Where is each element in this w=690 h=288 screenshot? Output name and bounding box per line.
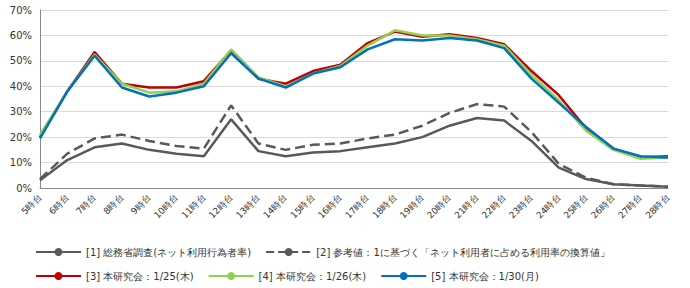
svg-text:30%: 30% — [10, 106, 32, 117]
svg-text:[3] 本研究会：1/25(木): [3] 本研究会：1/25(木) — [86, 271, 194, 282]
svg-text:14時台: 14時台 — [261, 192, 289, 220]
svg-text:60%: 60% — [10, 30, 32, 41]
svg-text:9時台: 9時台 — [129, 192, 153, 216]
svg-text:50%: 50% — [10, 55, 32, 66]
svg-text:70%: 70% — [10, 5, 32, 16]
svg-text:[5] 本研究会：1/30(月): [5] 本研究会：1/30(月) — [431, 271, 539, 282]
svg-text:20時台: 20時台 — [425, 192, 453, 220]
svg-text:13時台: 13時台 — [234, 192, 262, 220]
svg-text:26時台: 26時台 — [589, 192, 617, 220]
svg-text:[1] 総務省調査(ネット利用行為者率): [1] 総務省調査(ネット利用行為者率) — [86, 247, 251, 258]
svg-text:0%: 0% — [16, 183, 32, 194]
svg-text:15時台: 15時台 — [289, 192, 317, 220]
svg-text:23時台: 23時台 — [507, 192, 535, 220]
svg-text:27時台: 27時台 — [616, 192, 644, 220]
svg-text:18時台: 18時台 — [371, 192, 399, 220]
svg-text:6時台: 6時台 — [47, 192, 71, 216]
svg-text:22時台: 22時台 — [480, 192, 508, 220]
svg-text:16時台: 16時台 — [316, 192, 344, 220]
svg-text:[4] 本研究会：1/26(木): [4] 本研究会：1/26(木) — [259, 271, 367, 282]
svg-text:11時台: 11時台 — [179, 192, 207, 220]
svg-text:10時台: 10時台 — [152, 192, 180, 220]
svg-text:25時台: 25時台 — [562, 192, 590, 220]
svg-text:20%: 20% — [10, 132, 32, 143]
svg-text:21時台: 21時台 — [453, 192, 481, 220]
svg-text:24時台: 24時台 — [534, 192, 562, 220]
svg-text:12時台: 12時台 — [207, 192, 235, 220]
svg-text:28時台: 28時台 — [644, 192, 672, 220]
svg-text:[2] 参考値：1に基づく「ネット利用者に占める利用率の換算: [2] 参考値：1に基づく「ネット利用者に占める利用率の換算値」 — [316, 247, 610, 258]
svg-text:7時台: 7時台 — [74, 192, 98, 216]
svg-text:19時台: 19時台 — [398, 192, 426, 220]
svg-text:17時台: 17時台 — [343, 192, 371, 220]
svg-text:8時台: 8時台 — [102, 192, 126, 216]
svg-text:5時台: 5時台 — [20, 192, 44, 216]
svg-text:40%: 40% — [10, 81, 32, 92]
svg-text:10%: 10% — [10, 157, 32, 168]
